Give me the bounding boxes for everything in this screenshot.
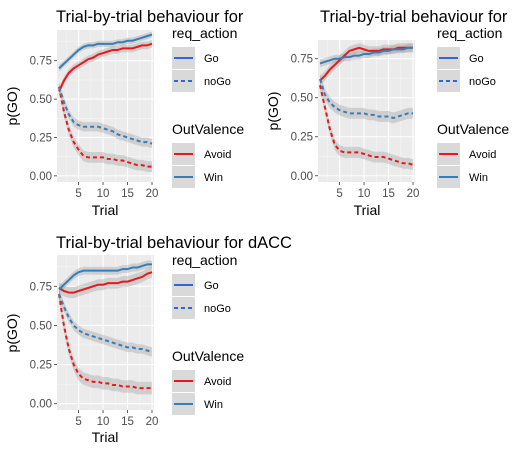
chart-panel-2: Trial-by-trial behaviour for 0.00 0.25 0.5… bbox=[265, 8, 508, 218]
legend-title-req-action: req_action bbox=[172, 25, 237, 41]
x-tick-label: 10 bbox=[97, 416, 110, 428]
legend-label-win: Win bbox=[204, 172, 223, 184]
series-lines bbox=[58, 263, 153, 390]
series-line-nogo-win bbox=[319, 78, 413, 120]
series-line-nogo-win bbox=[58, 86, 153, 145]
legend-title-outvalence: OutValence bbox=[437, 121, 509, 137]
x-tick-label: 15 bbox=[121, 416, 134, 428]
x-axis: 5 10 15 20 bbox=[75, 410, 158, 428]
x-tick-label: 15 bbox=[121, 188, 134, 200]
y-tick-label: 0.00 bbox=[291, 171, 313, 183]
confidence-band-nogo-win bbox=[59, 82, 152, 149]
series-lines bbox=[319, 46, 414, 166]
y-axis: 0.00 0.25 0.50 0.75 bbox=[30, 56, 57, 183]
y-axis-label: p(GO) bbox=[4, 87, 20, 126]
chart-panel-3: Trial-by-trial behaviour for dACC 0.000.… bbox=[4, 234, 292, 445]
confidence-band-nogo-avoid bbox=[59, 287, 152, 395]
x-axis: 5 10 15 20 bbox=[336, 182, 419, 200]
y-axis-label: p(GO) bbox=[4, 314, 20, 353]
confidence-band-nogo-avoid bbox=[59, 81, 152, 173]
y-tick-label: 0.00 bbox=[30, 171, 52, 183]
y-axis-label: p(GO) bbox=[265, 92, 281, 131]
legend-label-nogo: noGo bbox=[204, 303, 231, 315]
series-line-nogo-avoid bbox=[58, 293, 152, 390]
legend-title-outvalence: OutValence bbox=[172, 348, 244, 364]
legend-label-win: Win bbox=[469, 172, 488, 184]
x-tick-label: 20 bbox=[146, 188, 159, 200]
x-axis: 5 10 15 20 bbox=[75, 182, 158, 200]
legend-panel-3: req_action Go noGo OutValence Avoid Win bbox=[172, 252, 244, 415]
series-line-go-win bbox=[58, 33, 153, 70]
confidence-band-nogo-win bbox=[59, 289, 152, 357]
x-axis-label: Trial bbox=[92, 202, 119, 218]
legend-panel-1: req_action Go noGo OutValence Avoid Win bbox=[172, 25, 244, 188]
series-line-nogo-win bbox=[58, 293, 153, 354]
x-tick-label: 10 bbox=[97, 188, 110, 200]
y-tick-label: 0.50 bbox=[30, 94, 52, 106]
legend-label-nogo: noGo bbox=[204, 76, 231, 88]
y-tick-label: 0.00 bbox=[30, 399, 52, 411]
grid-lines bbox=[318, 40, 415, 182]
series-line-go-win bbox=[319, 46, 413, 65]
chart-title: Trial-by-trial behaviour for dACC bbox=[56, 234, 292, 252]
y-tick-label: 0.25 bbox=[30, 360, 52, 372]
y-tick-label: 0.75 bbox=[30, 281, 52, 293]
series-line-go-win bbox=[58, 263, 152, 291]
x-tick-label: 20 bbox=[407, 188, 420, 200]
plot-area bbox=[318, 40, 415, 182]
x-tick-label: 5 bbox=[75, 416, 81, 428]
x-tick-label: 20 bbox=[146, 416, 159, 428]
confidence-band-go-avoid bbox=[320, 43, 413, 86]
series-lines bbox=[58, 33, 153, 168]
y-tick-label: 0.50 bbox=[291, 93, 313, 105]
confidence-band-nogo-avoid bbox=[320, 79, 413, 171]
chart-title: Trial-by-trial behaviour for bbox=[56, 8, 244, 26]
legend-label-avoid: Avoid bbox=[204, 376, 231, 388]
legend-title-req-action: req_action bbox=[437, 25, 502, 41]
y-tick-label: 0.25 bbox=[30, 132, 52, 144]
y-tick-label: 0.25 bbox=[291, 132, 313, 144]
series-line-go-avoid bbox=[58, 271, 153, 294]
y-axis: 0.00 0.25 0.50 0.75 bbox=[291, 54, 318, 183]
series-line-go-avoid bbox=[58, 42, 153, 92]
legend-label-nogo: noGo bbox=[469, 76, 496, 88]
legend-panel-2: req_action Go noGo OutValence Avoid Win bbox=[437, 25, 509, 188]
chart-panel-1: Trial-by-trial behaviour for 0.00 0.25 0.5… bbox=[4, 8, 244, 218]
legend-label-go: Go bbox=[469, 53, 484, 65]
y-axis: 0.00 0.25 0.50 0.75 bbox=[30, 281, 57, 411]
legend-label-go: Go bbox=[204, 53, 219, 65]
x-tick-label: 5 bbox=[75, 188, 81, 200]
legend-label-go: Go bbox=[204, 280, 219, 292]
series-line-nogo-avoid bbox=[58, 86, 152, 168]
legend-title-req-action: req_action bbox=[172, 252, 237, 268]
x-tick-label: 10 bbox=[358, 188, 371, 200]
x-tick-label: 15 bbox=[382, 188, 395, 200]
series-line-nogo-avoid bbox=[319, 85, 414, 166]
x-axis-label: Trial bbox=[92, 429, 119, 445]
confidence-band-nogo-win bbox=[320, 73, 413, 124]
x-tick-label: 5 bbox=[336, 188, 342, 200]
y-tick-label: 0.75 bbox=[30, 56, 52, 68]
series-line-go-avoid bbox=[319, 46, 413, 82]
legend-label-win: Win bbox=[204, 399, 223, 411]
x-axis-label: Trial bbox=[354, 202, 381, 218]
y-tick-label: 0.50 bbox=[30, 320, 52, 332]
legend-label-avoid: Avoid bbox=[204, 149, 231, 161]
chart-title: Trial-by-trial behaviour for bbox=[320, 8, 508, 26]
legend-label-avoid: Avoid bbox=[469, 149, 496, 161]
legend-title-outvalence: OutValence bbox=[172, 121, 244, 137]
y-tick-label: 0.75 bbox=[291, 54, 313, 66]
